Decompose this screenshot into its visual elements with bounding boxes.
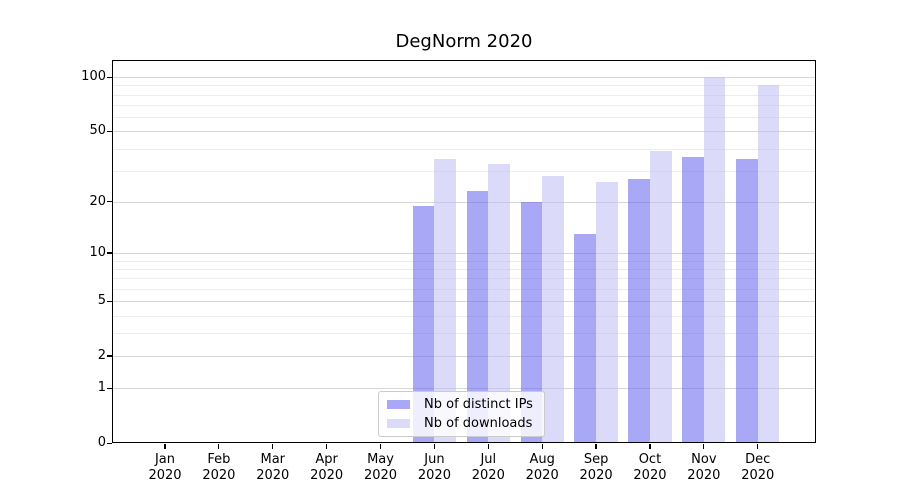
y-tick-label-5: 5 (97, 293, 106, 309)
bar-distinct-ips-jun (412, 205, 435, 442)
y-tick-100-mark (107, 76, 112, 78)
x-tick-jun-mark (433, 444, 435, 449)
x-tick-apr-mark (326, 444, 328, 449)
gridline-minor-9 (113, 260, 815, 262)
chart-title: DegNorm 2020 (395, 31, 533, 52)
legend-label-distinct-ips: Nb of distinct IPs (424, 396, 533, 412)
gridline-minor-6 (113, 288, 815, 290)
bar-downloads-jun (434, 159, 457, 442)
x-tick-oct-mark (649, 444, 651, 449)
x-tick-mar-mark (272, 444, 274, 449)
gridline-minor-80 (113, 94, 815, 96)
x-tick-label-nov: Nov 2020 (687, 452, 721, 483)
y-tick-20-mark (107, 201, 112, 203)
gridline-major-5 (113, 301, 815, 303)
bar-distinct-ips-nov (682, 156, 704, 442)
x-tick-label-feb: Feb 2020 (202, 452, 236, 483)
x-tick-label-mar: Mar 2020 (256, 452, 290, 483)
x-tick-may-mark (379, 444, 382, 449)
bar-distinct-ips-oct (628, 178, 650, 442)
legend-item-downloads: Nb of downloads (387, 415, 536, 433)
y-tick-label-2: 2 (97, 348, 106, 364)
bar-distinct-ips-aug (520, 201, 543, 442)
gridline-major-50 (113, 131, 815, 133)
y-tick-label-1: 1 (97, 380, 106, 396)
legend-swatch-downloads-icon (387, 419, 410, 428)
x-tick-label-jun: Jun 2020 (417, 452, 451, 483)
x-tick-sep-mark (595, 444, 597, 449)
x-tick-label-jul: Jul 2020 (471, 452, 505, 483)
x-tick-nov-mark (703, 444, 705, 449)
y-tick-label-20: 20 (89, 193, 106, 209)
gridline-minor-90 (113, 85, 815, 87)
bar-downloads-nov (703, 77, 726, 442)
bar-downloads-dec (757, 85, 780, 442)
y-tick-label-10: 10 (89, 245, 106, 261)
bar-downloads-oct (649, 150, 672, 442)
x-tick-label-aug: Aug 2020 (525, 452, 559, 483)
bar-downloads-sep (596, 181, 618, 442)
bar-distinct-ips-sep (574, 233, 597, 442)
gridline-minor-4 (113, 315, 815, 317)
gridline-minor-8 (113, 268, 815, 270)
y-tick-5-mark (107, 300, 112, 302)
y-tick-2-mark (107, 355, 112, 357)
gridline-major-2 (113, 356, 815, 358)
x-tick-label-apr: Apr 2020 (310, 452, 344, 483)
y-tick-50-mark (107, 130, 112, 132)
gridline-minor-40 (113, 148, 815, 150)
x-tick-label-dec: Dec 2020 (741, 452, 775, 483)
y-tick-label-50: 50 (89, 123, 106, 139)
y-tick-10-mark (107, 252, 112, 254)
bar-distinct-ips-dec (736, 159, 758, 442)
x-tick-jul-mark (487, 444, 489, 449)
legend-label-downloads: Nb of downloads (424, 415, 533, 431)
gridline-minor-3 (113, 333, 815, 335)
x-tick-dec-mark (757, 444, 759, 449)
bar-downloads-jul (488, 163, 510, 442)
x-tick-label-oct: Oct 2020 (633, 452, 667, 483)
legend: Nb of distinct IPs Nb of downloads (378, 391, 545, 437)
gridline-major-1 (113, 388, 815, 390)
gridline-major-20 (113, 201, 815, 203)
gridline-major-10 (113, 253, 815, 255)
x-tick-label-jan: Jan 2020 (148, 452, 182, 483)
y-tick-1-mark (107, 387, 112, 389)
x-tick-label-may: May 2020 (363, 452, 398, 483)
y-tick-label-0: 0 (97, 435, 106, 451)
gridline-minor-70 (113, 105, 815, 107)
legend-item-distinct-ips: Nb of distinct IPs (387, 396, 536, 414)
x-tick-label-sep: Sep 2020 (579, 452, 613, 483)
y-tick-label-100: 100 (81, 69, 106, 85)
bar-downloads-aug (542, 176, 564, 442)
x-tick-feb-mark (218, 444, 220, 449)
plot-area (112, 60, 816, 443)
y-tick-0-mark (107, 442, 112, 444)
bar-distinct-ips-jul (466, 191, 489, 442)
gridline-minor-30 (113, 170, 815, 172)
x-tick-jan-mark (164, 444, 166, 449)
gridline-major-100 (113, 77, 815, 79)
gridline-minor-60 (113, 117, 815, 119)
legend-swatch-distinct-ips-icon (387, 400, 410, 409)
x-tick-aug-mark (541, 444, 543, 449)
gridline-minor-7 (113, 278, 815, 280)
